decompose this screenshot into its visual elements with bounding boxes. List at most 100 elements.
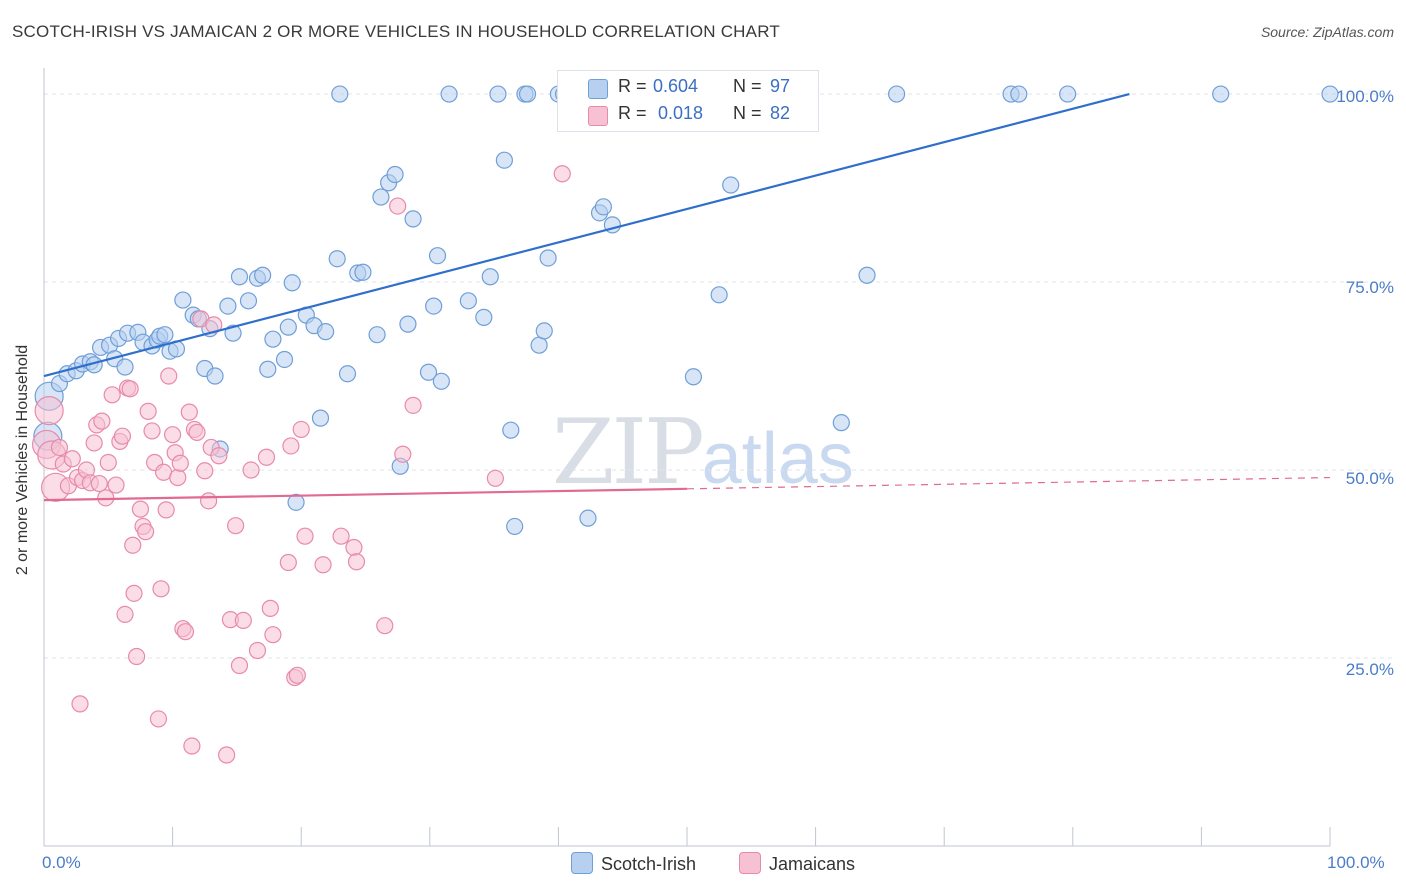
scotch-irish-point xyxy=(832,414,850,432)
jamaicans-point xyxy=(143,422,161,440)
jamaicans-point xyxy=(210,447,228,465)
jamaicans-point xyxy=(93,412,111,430)
jamaicans-point xyxy=(553,165,571,183)
jamaicans-point xyxy=(347,553,366,571)
jamaicans-point xyxy=(389,197,407,215)
jamaicans-trend-line xyxy=(43,487,688,502)
scotch-irish-point xyxy=(254,266,272,284)
legend-item-scotch-irish: Scotch-Irish xyxy=(571,852,696,875)
scotch-irish-point xyxy=(116,358,134,376)
jamaicans-point xyxy=(157,501,175,519)
jamaicans-point xyxy=(164,426,182,444)
scotch-irish-point xyxy=(386,165,404,184)
jamaicans-point xyxy=(160,367,178,385)
jamaicans-point xyxy=(169,468,187,487)
jamaicans-point xyxy=(257,448,276,466)
jamaicans-point xyxy=(404,396,422,414)
jamaicans-point xyxy=(107,476,125,494)
jamaicans-point xyxy=(345,538,363,557)
scotch-irish-point xyxy=(518,85,537,103)
scotch-irish-point xyxy=(279,318,297,336)
jamaicans-point xyxy=(152,580,170,598)
jamaicans-point xyxy=(99,453,117,472)
scotch-irish-point xyxy=(311,409,330,427)
jamaicans-point xyxy=(296,527,314,545)
scotch-irish-point xyxy=(440,85,458,103)
jamaicans-point xyxy=(264,626,282,644)
y-tick-label: 75.0% xyxy=(1345,278,1394,297)
scotch-irish-point xyxy=(506,517,524,536)
scotch-irish-point xyxy=(432,372,450,390)
scotch-irish-point xyxy=(489,85,507,103)
legend-swatch-pink xyxy=(739,852,761,874)
legend-series-name: Scotch-Irish xyxy=(601,854,697,874)
jamaicans-point xyxy=(234,611,252,630)
legend-swatch-pink xyxy=(588,106,608,126)
jamaicans-point xyxy=(394,445,412,463)
scotch-irish-point xyxy=(156,326,174,344)
scotch-irish-point xyxy=(404,210,422,228)
legend-n-label: N = xyxy=(733,103,762,123)
jamaicans-point xyxy=(188,423,206,442)
watermark-zip: ZIP xyxy=(552,400,705,505)
scotch-irish-point xyxy=(174,291,192,309)
jamaicans-point xyxy=(63,450,81,468)
scotch-irish-point xyxy=(535,322,553,340)
jamaicans-point xyxy=(103,386,121,404)
jamaicans-point xyxy=(332,527,350,545)
scotch-irish-point xyxy=(399,315,417,333)
jamaicans-point xyxy=(248,641,267,660)
scotch-irish-point xyxy=(1010,85,1028,103)
scotch-irish-point xyxy=(425,297,443,315)
scotch-irish-point xyxy=(594,198,613,216)
jamaicans-point xyxy=(127,647,146,666)
jamaicans-point xyxy=(125,584,143,602)
legend-r-value: 0.018 xyxy=(658,103,704,123)
scotch-irish-point xyxy=(264,330,282,348)
watermark-atlas: atlas xyxy=(701,419,854,499)
scotch-irish-point xyxy=(275,350,294,369)
watermark: ZIPatlas xyxy=(552,400,854,505)
scotch-irish-point xyxy=(230,268,249,286)
jamaicans-point xyxy=(314,556,332,574)
jamaicans-point xyxy=(124,536,142,554)
y-tick-label: 50.0% xyxy=(1345,469,1394,488)
x-tick-label: 0.0% xyxy=(42,853,81,872)
scotch-irish-point xyxy=(338,365,357,383)
scotch-irish-point xyxy=(539,249,557,267)
legend-n-value: 82 xyxy=(770,103,791,123)
legend-row-jamaicans: R = 0.018 N = 82 xyxy=(558,103,818,129)
y-tick-label: 25.0% xyxy=(1345,660,1394,679)
scotch-irish-point xyxy=(459,292,477,310)
scotch-irish-point xyxy=(317,323,335,341)
jamaicans-point xyxy=(279,553,297,572)
scotch-irish-point xyxy=(283,274,301,292)
jamaicans-point xyxy=(90,474,108,493)
jamaicans-point xyxy=(292,420,310,439)
legend-item-jamaicans: Jamaicans xyxy=(739,852,855,875)
correlation-legend: R = 0.604 N = 97 R = 0.018 N = 82 xyxy=(557,70,819,132)
legend-r-value: 0.604 xyxy=(653,76,699,96)
scotch-irish-point xyxy=(530,336,548,354)
jamaicans-trend-line xyxy=(686,476,1331,490)
jamaicans-point xyxy=(50,438,69,457)
y-axis-label: 2 or more Vehicles in Household xyxy=(14,344,31,576)
jamaicans-point xyxy=(486,469,504,487)
jamaicans-point xyxy=(230,656,249,675)
scotch-irish-point xyxy=(259,360,277,378)
scotch-irish-point xyxy=(722,176,740,194)
scotch-irish-point xyxy=(419,363,438,381)
scotch-irish-point xyxy=(331,85,349,103)
jamaicans-point xyxy=(282,437,300,455)
legend-swatch-blue xyxy=(571,852,593,874)
scotch-irish-point xyxy=(219,297,237,315)
jamaicans-point xyxy=(176,623,195,641)
jamaicans-point xyxy=(376,617,394,635)
scotch-irish-point xyxy=(287,493,305,511)
scotch-irish-point xyxy=(368,326,386,344)
scotch-irish-point xyxy=(888,85,906,103)
legend-series-name: Jamaicans xyxy=(769,854,856,874)
scotch-irish-point xyxy=(372,188,390,206)
scotch-irish-point xyxy=(1212,85,1230,103)
